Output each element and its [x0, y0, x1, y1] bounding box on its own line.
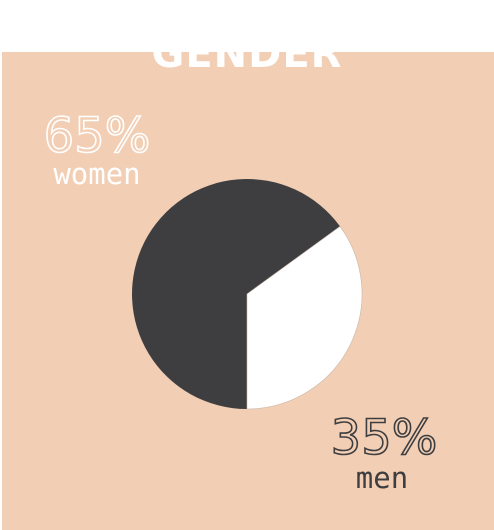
women-category-label: women	[53, 157, 140, 191]
women-percent-label: 65%	[44, 108, 151, 164]
pie-slice-women	[132, 178, 341, 409]
pie-slices	[132, 178, 363, 410]
pie-slice-men	[246, 225, 363, 410]
men-category-label: men	[356, 461, 408, 495]
men-percent-label: 35%	[331, 410, 438, 466]
